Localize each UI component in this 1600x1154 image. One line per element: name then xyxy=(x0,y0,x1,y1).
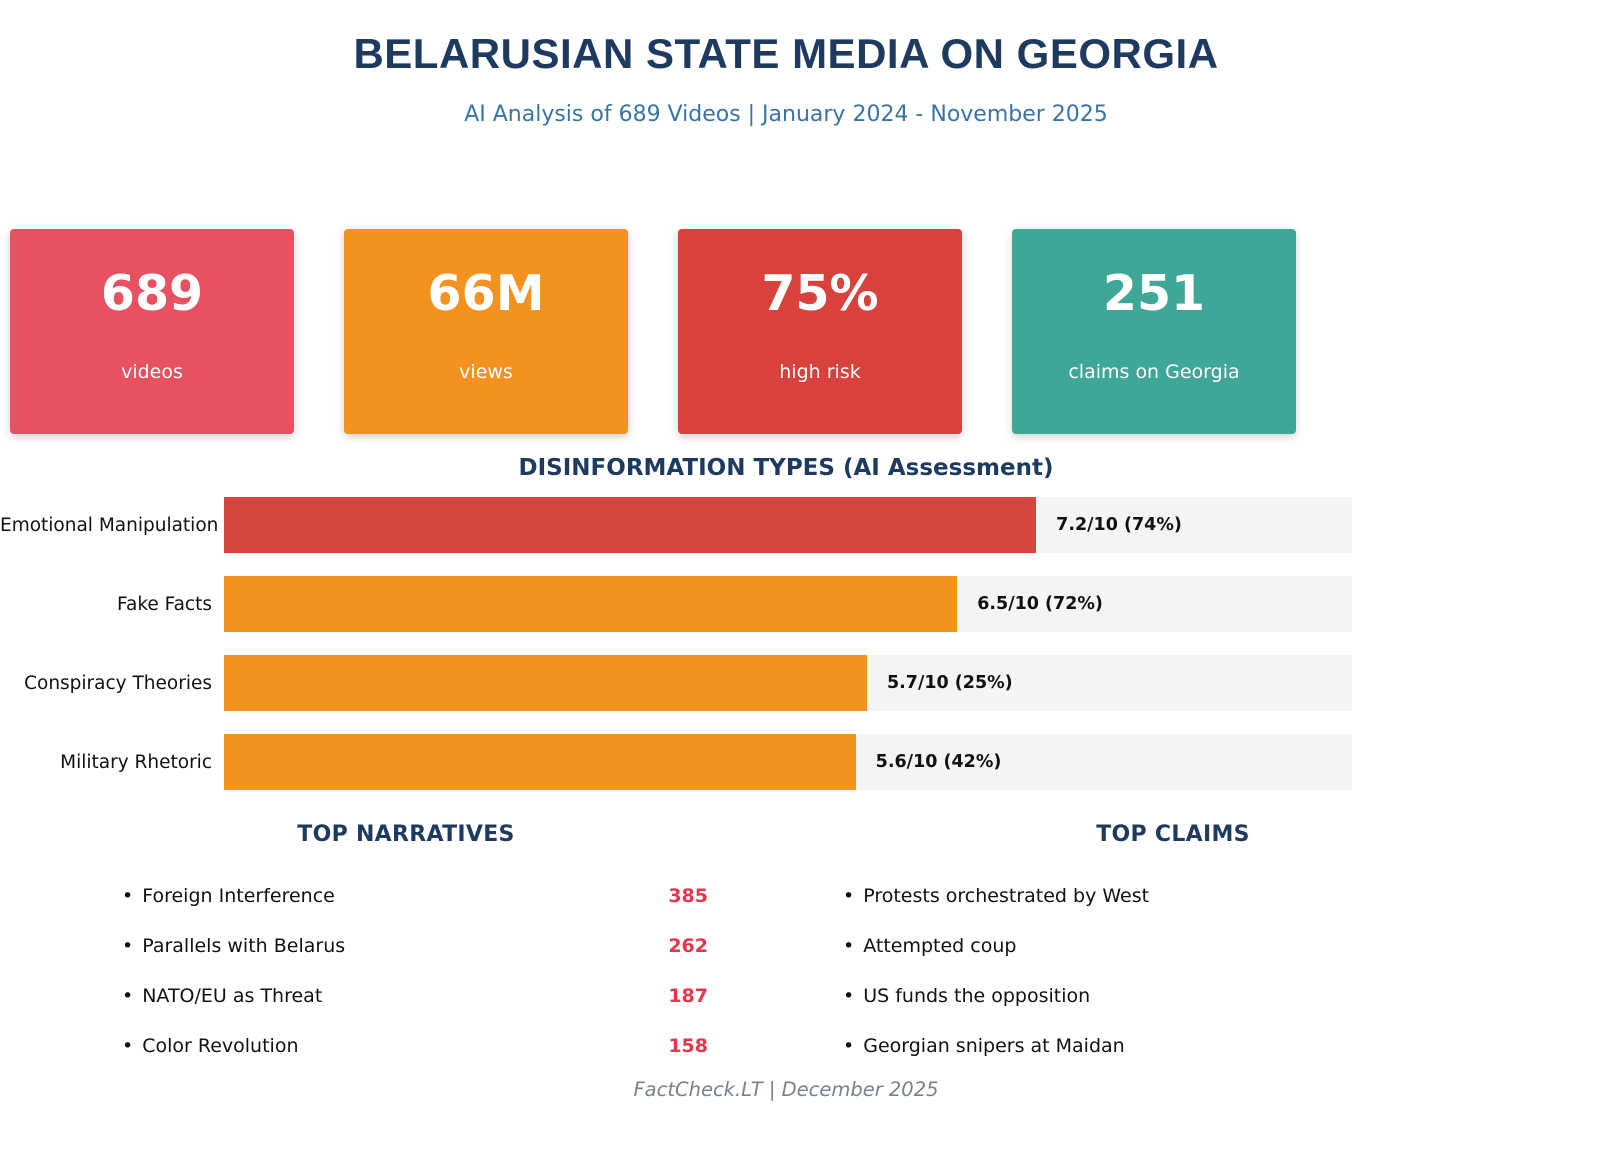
top-claims-heading: TOP CLAIMS xyxy=(1096,822,1250,847)
stat-card-views: 66M views xyxy=(344,229,628,434)
list-item: • Georgian snipers at Maidan xyxy=(833,1021,1513,1071)
top-claims-section: TOP CLAIMS • Protests orchestrated by Wes… xyxy=(833,822,1513,1071)
narrative-label: • Foreign Interference xyxy=(122,885,335,907)
bar-track: 6.5/10 (72%) xyxy=(224,576,1352,632)
claim-label: Georgian snipers at Maidan xyxy=(863,1035,1125,1057)
stat-value: 251 xyxy=(1102,265,1206,322)
stat-label: views xyxy=(459,360,513,383)
top-narratives-heading: TOP NARRATIVES xyxy=(297,822,515,847)
bullet-icon: • xyxy=(122,935,134,957)
stat-card-high-risk: 75% high risk xyxy=(678,229,962,434)
bullet-icon: • xyxy=(122,985,134,1007)
page-subtitle: AI Analysis of 689 Videos | January 2024… xyxy=(464,102,1108,127)
stat-value: 689 xyxy=(100,265,204,322)
narrative-label: • Parallels with Belarus xyxy=(122,935,346,957)
stat-label: claims on Georgia xyxy=(1068,360,1240,383)
bar-track: 5.6/10 (42%) xyxy=(224,734,1352,790)
claim-label: US funds the opposition xyxy=(863,985,1091,1007)
list-item: • Attempted coup xyxy=(833,921,1513,971)
bar-track: 7.2/10 (74%) xyxy=(224,497,1352,553)
claims-list: • Protests orchestrated by West • Attempte… xyxy=(833,871,1513,1071)
narrative-count: 187 xyxy=(668,985,708,1007)
list-item: • US funds the opposition xyxy=(833,971,1513,1021)
list-item: • Protests orchestrated by West xyxy=(833,871,1513,921)
narrative-label: • NATO/EU as Threat xyxy=(122,985,323,1007)
stat-card-videos: 689 videos xyxy=(10,229,294,434)
narrative-label: • Color Revolution xyxy=(122,1035,299,1057)
narrative-count: 262 xyxy=(668,935,708,957)
bar-value-label: 5.7/10 (25%) xyxy=(886,673,1013,693)
stat-value: 75% xyxy=(761,265,879,322)
bar-track: 5.7/10 (25%) xyxy=(224,655,1352,711)
bar-fill xyxy=(224,576,958,632)
page-title: BELARUSIAN STATE MEDIA ON GEORGIA xyxy=(353,30,1219,77)
bar-value-label: 7.2/10 (74%) xyxy=(1056,515,1182,535)
bar-category-label: Military Rhetoric xyxy=(60,751,212,773)
bar-fill xyxy=(224,734,856,790)
bar-row-conspiracy-theories: Conspiracy Theories 5.7/10 (25%) xyxy=(0,655,1600,711)
bar-fill xyxy=(224,655,867,711)
stat-card-claims: 251 claims on Georgia xyxy=(1012,229,1296,434)
claim-label: Attempted coup xyxy=(863,935,1017,957)
claim-label: Protests orchestrated by West xyxy=(863,885,1150,907)
bullet-icon: • xyxy=(843,885,855,907)
bar-value-label: 6.5/10 (72%) xyxy=(977,594,1103,614)
footer-attribution: FactCheck.LT | December 2025 xyxy=(633,1078,939,1101)
list-item: • Parallels with Belarus 262 xyxy=(100,921,712,971)
bullet-icon: • xyxy=(122,885,134,907)
top-narratives-section: TOP NARRATIVES • Foreign Interference 385… xyxy=(100,822,712,1071)
disinformation-bar-chart: Emotional Manipulation 7.2/10 (74%) Fake… xyxy=(0,497,1600,813)
bar-row-military-rhetoric: Military Rhetoric 5.6/10 (42%) xyxy=(0,734,1600,790)
bar-category-label: Conspiracy Theories xyxy=(24,672,212,694)
narrative-count: 385 xyxy=(668,885,708,907)
bar-category-label: Fake Facts xyxy=(117,593,212,615)
narrative-count: 158 xyxy=(668,1035,708,1057)
bar-fill xyxy=(224,497,1037,553)
list-item: • NATO/EU as Threat 187 xyxy=(100,971,712,1021)
bar-row-fake-facts: Fake Facts 6.5/10 (72%) xyxy=(0,576,1600,632)
stat-cards-row: 689 videos 66M views 75% high risk 251 c… xyxy=(10,229,1296,434)
stat-label: videos xyxy=(121,360,183,383)
stat-label: high risk xyxy=(779,360,861,383)
bullet-icon: • xyxy=(843,985,855,1007)
bullet-icon: • xyxy=(122,1035,134,1057)
narratives-list: • Foreign Interference 385 • Parallels wit… xyxy=(100,871,712,1071)
bar-row-emotional-manipulation: Emotional Manipulation 7.2/10 (74%) xyxy=(0,497,1600,553)
stat-value: 66M xyxy=(427,265,545,322)
bar-category-label: Emotional Manipulation xyxy=(0,514,219,536)
bullet-icon: • xyxy=(843,1035,855,1057)
list-item: • Color Revolution 158 xyxy=(100,1021,712,1071)
bullet-icon: • xyxy=(843,935,855,957)
list-item: • Foreign Interference 385 xyxy=(100,871,712,921)
bar-value-label: 5.6/10 (42%) xyxy=(875,752,1002,772)
chart-title: DISINFORMATION TYPES (AI Assessment) xyxy=(518,455,1054,481)
